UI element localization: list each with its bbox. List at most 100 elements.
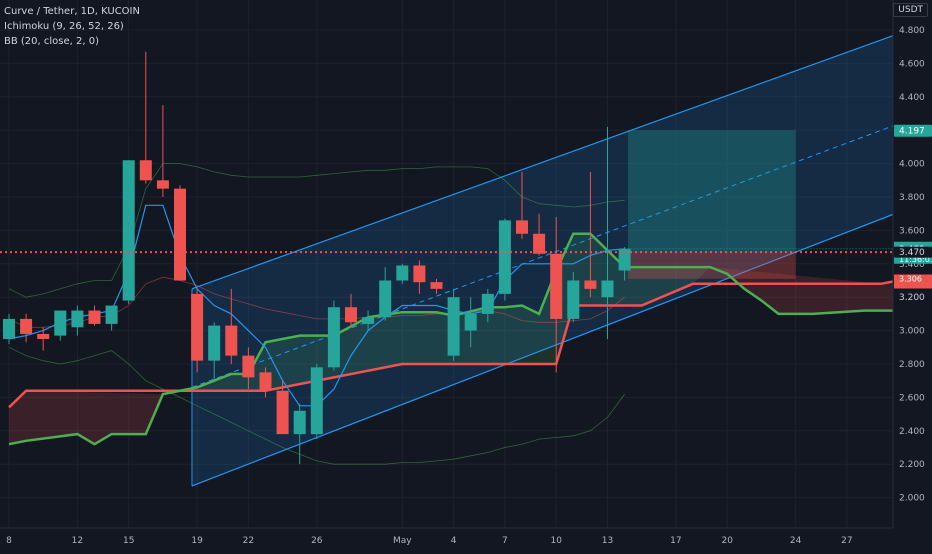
candle xyxy=(327,300,340,371)
cloud-bearish xyxy=(710,267,916,314)
candle-body xyxy=(122,160,135,301)
candle-body xyxy=(447,297,460,356)
candle xyxy=(37,327,50,351)
candle-body xyxy=(156,180,169,189)
countdown-tag: 11:36:01 xyxy=(899,255,932,264)
bb-legend[interactable]: BB (20, close, 2, 0) xyxy=(4,36,99,47)
price-tick-label: 4.400 xyxy=(899,93,925,103)
candle xyxy=(550,217,563,373)
channel-upper-line xyxy=(191,34,895,290)
candle xyxy=(54,310,67,341)
candle xyxy=(105,305,118,331)
candle xyxy=(276,380,289,435)
candle xyxy=(71,305,84,336)
candle xyxy=(345,293,357,328)
price-tick-label: 4.800 xyxy=(899,26,925,36)
candle-body xyxy=(567,280,580,319)
target-price-tag-bg xyxy=(894,124,932,137)
candle-body xyxy=(276,390,289,435)
time-tick-label: 17 xyxy=(670,536,681,546)
time-tick-label: 8 xyxy=(6,536,12,546)
candle-body xyxy=(618,248,631,271)
candle xyxy=(191,288,204,373)
candle-body xyxy=(208,325,221,361)
price-tick-label: 3.200 xyxy=(899,293,925,303)
candle xyxy=(601,126,614,339)
candle-body xyxy=(601,280,614,298)
candle xyxy=(498,218,511,301)
candle-body xyxy=(345,307,357,323)
candle-body xyxy=(430,282,443,289)
candle-body xyxy=(413,265,426,283)
candle xyxy=(430,278,443,294)
candle-body xyxy=(396,265,409,281)
candle xyxy=(139,51,152,184)
price-tick-label: 2.800 xyxy=(899,360,925,370)
candle-body xyxy=(464,313,477,331)
candle xyxy=(379,267,392,321)
target-price-tag: 4.197 xyxy=(899,127,925,137)
candle xyxy=(533,213,546,256)
bb-lower-line xyxy=(8,346,625,465)
time-tick-label: 24 xyxy=(790,536,802,546)
time-tick-label: 15 xyxy=(123,536,134,546)
time-tick-label: 27 xyxy=(841,536,852,546)
candle-body xyxy=(362,317,375,324)
channel-lower-line xyxy=(191,213,895,487)
channel-mid-line xyxy=(191,124,895,388)
price-tick-label: 2.200 xyxy=(899,460,925,470)
candle-body xyxy=(88,310,101,324)
candle-body xyxy=(259,372,272,391)
cloud-bullish xyxy=(162,233,574,395)
price-tick-label: 3.000 xyxy=(899,327,925,337)
chart-legend: Curve / Tether, 1D, KUCOIN Ichimoku (9, … xyxy=(4,4,140,49)
time-tick-label: 13 xyxy=(602,536,613,546)
candle-body xyxy=(533,233,546,254)
candle xyxy=(413,260,426,294)
candle xyxy=(447,288,460,361)
symbol-title[interactable]: Curve / Tether, 1D, KUCOIN xyxy=(4,6,140,17)
candle-body xyxy=(191,293,204,361)
candle-body xyxy=(327,307,340,368)
candle-body xyxy=(71,310,84,328)
candle-body xyxy=(37,333,50,339)
dotted-price-tag: 3.470 xyxy=(899,248,925,258)
candle xyxy=(293,404,306,465)
candle-body xyxy=(139,160,152,181)
position-loss-zone xyxy=(628,252,796,279)
price-tick-label: 2.400 xyxy=(899,427,925,437)
time-tick-label: 22 xyxy=(243,536,254,546)
candle-body xyxy=(54,310,67,336)
price-tick-label: 4.600 xyxy=(899,59,925,69)
candle xyxy=(567,272,580,323)
candle-body xyxy=(174,188,186,281)
candle xyxy=(259,367,272,398)
candle-body xyxy=(293,410,306,435)
candle xyxy=(396,263,409,284)
candle xyxy=(481,288,494,323)
red-price-tag-1: 3.306 xyxy=(899,274,922,283)
price-tick-label: 3.400 xyxy=(899,260,925,270)
candle-body xyxy=(498,220,511,294)
candle-body xyxy=(3,318,15,339)
ichimoku-legend[interactable]: Ichimoku (9, 26, 52, 26) xyxy=(4,21,124,32)
position-profit-zone xyxy=(628,130,796,253)
candle xyxy=(618,247,631,281)
candle xyxy=(242,347,255,390)
candle xyxy=(362,310,375,331)
candle xyxy=(156,105,169,197)
cloud-bearish xyxy=(9,390,163,445)
candle xyxy=(20,313,33,343)
time-tick-label: 20 xyxy=(721,536,733,546)
candle-body xyxy=(516,220,528,234)
candle-body xyxy=(225,325,238,356)
currency-label[interactable]: USDT xyxy=(893,3,928,17)
price-tick-label: 3.800 xyxy=(899,193,925,203)
dotted-price-tag-bg xyxy=(894,246,932,258)
candle-body xyxy=(20,318,33,334)
time-tick-label: 10 xyxy=(550,536,562,546)
red-price-tag-2: 3.200 xyxy=(899,293,925,303)
